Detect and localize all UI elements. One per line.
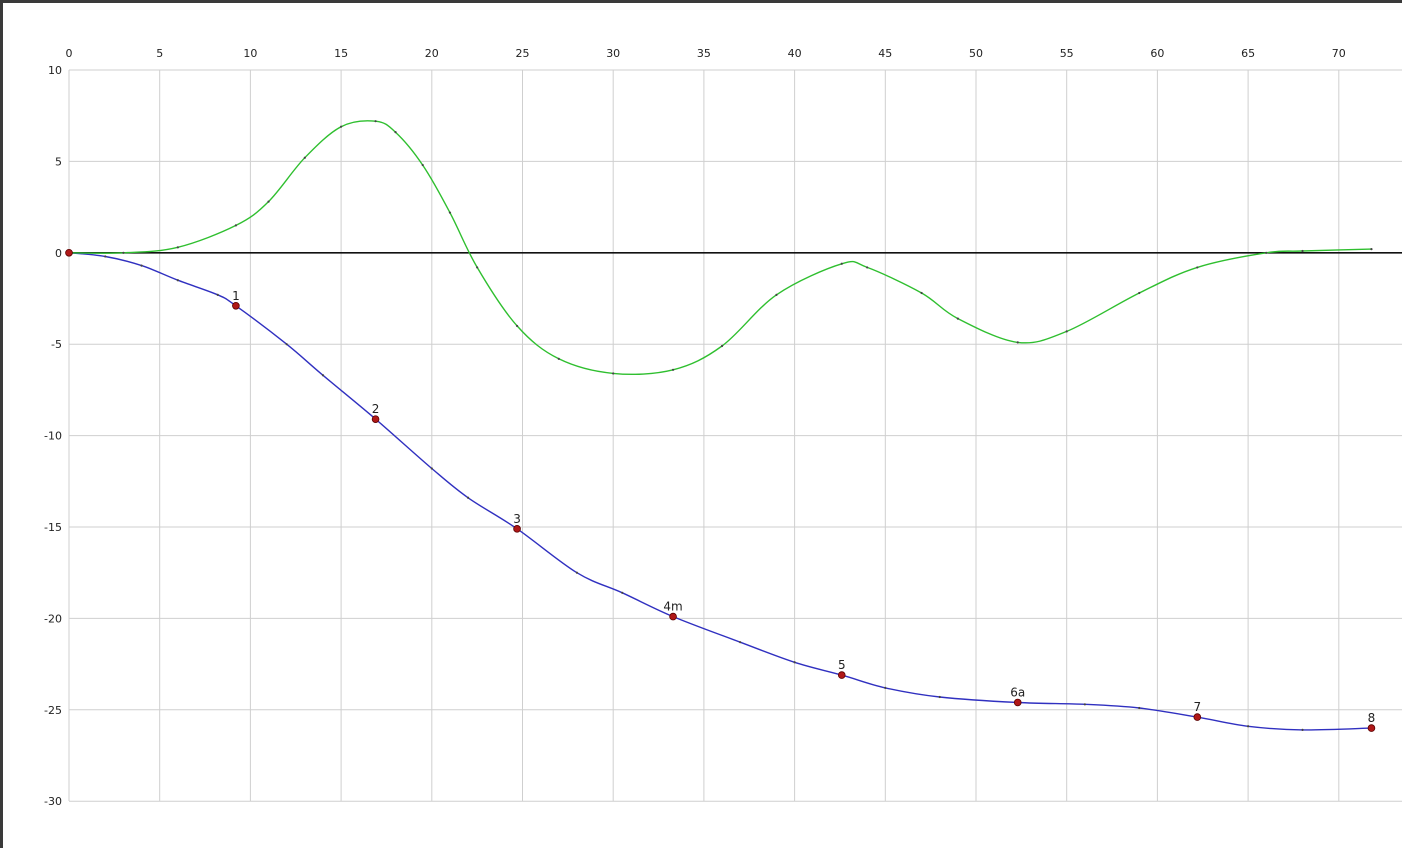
series-point bbox=[285, 343, 288, 346]
y-tick-label: 0 bbox=[55, 247, 62, 260]
y-tick-label: -5 bbox=[51, 338, 62, 351]
series-point bbox=[466, 496, 470, 499]
series-point bbox=[234, 224, 237, 227]
green-series-line bbox=[68, 120, 1372, 376]
series-point bbox=[938, 695, 941, 699]
series-point bbox=[1247, 725, 1250, 728]
x-tick-label: 0 bbox=[66, 47, 73, 60]
series-point bbox=[1370, 248, 1373, 251]
series-point bbox=[140, 264, 143, 267]
series-point bbox=[340, 125, 343, 128]
series-point bbox=[374, 120, 377, 123]
y-tick-label: -15 bbox=[44, 521, 62, 534]
series-point bbox=[1138, 291, 1141, 295]
y-tick-label: 5 bbox=[55, 155, 62, 168]
point-marker bbox=[1367, 724, 1376, 732]
point-marker bbox=[837, 671, 846, 679]
series-point bbox=[884, 686, 887, 689]
point-marker bbox=[513, 525, 521, 533]
point-label: 7 bbox=[1193, 700, 1201, 714]
point-label: 5 bbox=[838, 658, 846, 672]
point-marker bbox=[1193, 713, 1202, 721]
y-tick-label: -25 bbox=[44, 704, 62, 717]
series-point bbox=[739, 641, 742, 644]
series-point bbox=[421, 163, 424, 167]
x-tick-label: 45 bbox=[878, 47, 892, 60]
series bbox=[67, 120, 1373, 732]
point-label: 4m bbox=[663, 600, 682, 614]
x-tick-label: 35 bbox=[697, 47, 711, 60]
x-tick-label: 65 bbox=[1241, 47, 1255, 60]
x-tick-label: 30 bbox=[606, 47, 620, 60]
series-point bbox=[430, 467, 433, 470]
point-label: 2 bbox=[372, 402, 380, 416]
series-point bbox=[793, 661, 796, 664]
x-tick-label: 70 bbox=[1332, 47, 1346, 60]
series-point bbox=[920, 291, 923, 295]
series-point bbox=[394, 131, 397, 134]
series-point bbox=[557, 357, 560, 360]
y-tick-label: -10 bbox=[44, 430, 62, 443]
point-marker bbox=[371, 415, 380, 423]
grid bbox=[68, 69, 1402, 802]
y-tick-label: 10 bbox=[48, 64, 62, 77]
point-label: 3 bbox=[513, 512, 521, 526]
series-point bbox=[476, 266, 479, 269]
point-markers: 1 2 3 4m 5 6a 7 8 bbox=[65, 249, 1376, 732]
point-label: 6a bbox=[1010, 685, 1025, 699]
series-point bbox=[448, 211, 452, 214]
x-tick-label: 25 bbox=[516, 47, 530, 60]
series-point bbox=[956, 317, 959, 320]
series-point bbox=[840, 262, 843, 265]
series-point bbox=[303, 156, 306, 159]
point-marker bbox=[669, 612, 677, 621]
series-point bbox=[575, 571, 579, 574]
x-tick-label: 15 bbox=[334, 47, 348, 60]
series-point bbox=[104, 255, 107, 258]
x-tick-label: 40 bbox=[788, 47, 802, 60]
series-point bbox=[612, 372, 615, 375]
series-point bbox=[1301, 728, 1304, 732]
series-point bbox=[866, 266, 869, 269]
series-point bbox=[1196, 266, 1199, 269]
point-marker bbox=[232, 302, 240, 310]
series-point bbox=[122, 251, 125, 254]
series-point bbox=[1065, 330, 1068, 333]
point-marker bbox=[1013, 698, 1022, 707]
series-point bbox=[671, 368, 675, 371]
point-marker bbox=[65, 249, 73, 257]
series-point bbox=[515, 324, 519, 328]
series-point bbox=[720, 344, 724, 348]
series-point bbox=[321, 374, 325, 377]
series-point bbox=[621, 591, 624, 594]
point-label: 8 bbox=[1368, 711, 1376, 725]
series-point bbox=[1301, 249, 1304, 253]
x-tick-label: 20 bbox=[425, 47, 439, 60]
series-point bbox=[176, 279, 179, 282]
series-point bbox=[216, 293, 219, 296]
series-point bbox=[1016, 341, 1019, 344]
line-chart: 0 5 10 15 20 25 30 35 40 45 50 55 60 65 701050-5-10-15… bbox=[44, 47, 1402, 808]
x-tick-label: 55 bbox=[1060, 47, 1074, 60]
y-tick-label: -20 bbox=[44, 612, 62, 625]
x-tick-label: 60 bbox=[1150, 47, 1164, 60]
series-point bbox=[176, 246, 179, 249]
axes: 0 5 10 15 20 25 30 35 40 45 50 55 60 65 701050-5-10-15… bbox=[44, 47, 1346, 808]
series-point bbox=[267, 200, 270, 203]
y-tick-label: -30 bbox=[44, 795, 62, 808]
blue-series-line bbox=[68, 252, 1372, 731]
series-point bbox=[775, 293, 778, 296]
x-tick-label: 10 bbox=[243, 47, 257, 60]
series-point bbox=[1265, 251, 1268, 254]
series-point bbox=[1138, 706, 1141, 710]
series-point bbox=[1083, 703, 1086, 706]
x-tick-label: 5 bbox=[156, 47, 163, 60]
x-tick-label: 50 bbox=[969, 47, 983, 60]
point-label: 1 bbox=[232, 289, 240, 303]
